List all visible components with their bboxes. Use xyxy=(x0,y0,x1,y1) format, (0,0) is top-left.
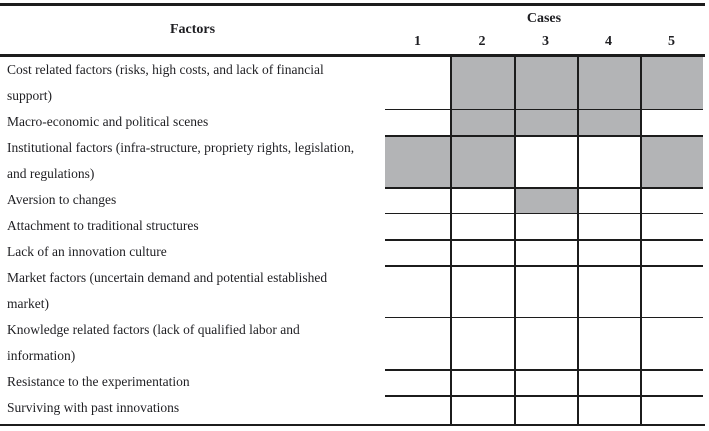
table-row: Knowledge related factors (lack of quali… xyxy=(0,317,705,369)
shaded-cell xyxy=(450,109,514,135)
empty-cell xyxy=(385,369,450,395)
shaded-cell xyxy=(514,187,577,213)
empty-cell xyxy=(514,265,577,317)
empty-cell xyxy=(640,317,703,369)
factor-label: Lack of an innovation culture xyxy=(7,244,167,259)
case-numbers-row: 1 2 3 4 5 xyxy=(385,30,703,54)
empty-cell xyxy=(385,57,450,109)
empty-cell xyxy=(385,265,450,317)
factor-label: Macro-economic and political scenes xyxy=(7,114,209,129)
case-number: 4 xyxy=(605,34,612,49)
factor-label: Aversion to changes xyxy=(7,192,117,207)
factor-label: Knowledge related factors (lack of quali… xyxy=(7,322,300,363)
empty-cell xyxy=(514,369,577,395)
empty-cell xyxy=(577,239,640,265)
case-number: 2 xyxy=(478,34,486,49)
empty-cell xyxy=(385,239,450,265)
shaded-cell xyxy=(514,57,577,109)
empty-cell xyxy=(640,369,703,395)
empty-cell xyxy=(577,395,640,424)
table-row: Attachment to traditional structures xyxy=(0,213,705,239)
shaded-cell xyxy=(577,57,640,109)
factor-label: Surviving with past innovations xyxy=(7,400,180,415)
empty-cell xyxy=(450,317,514,369)
empty-cell xyxy=(514,135,577,187)
table-row: Institutional factors (infra-structure, … xyxy=(0,135,705,187)
empty-cell xyxy=(577,135,640,187)
empty-cell xyxy=(514,239,577,265)
empty-cell xyxy=(450,395,514,424)
empty-cell xyxy=(640,109,703,135)
factor-label: Resistance to the experimentation xyxy=(7,374,190,389)
shaded-cell xyxy=(640,57,703,109)
shaded-cell xyxy=(450,135,514,187)
cases-header-block: Cases 1 2 3 4 5 xyxy=(385,6,703,54)
empty-cell xyxy=(450,265,514,317)
case-number: 5 xyxy=(668,34,675,49)
empty-cell xyxy=(514,395,577,424)
empty-cell xyxy=(514,213,577,239)
empty-cell xyxy=(577,213,640,239)
empty-cell xyxy=(640,213,703,239)
shaded-cell xyxy=(385,135,450,187)
table-row: Lack of an innovation culture xyxy=(0,239,705,265)
empty-cell xyxy=(577,187,640,213)
empty-cell xyxy=(450,187,514,213)
empty-cell xyxy=(640,187,703,213)
empty-cell xyxy=(385,109,450,135)
empty-cell xyxy=(640,395,703,424)
factor-label: Attachment to traditional structures xyxy=(7,218,199,233)
empty-cell xyxy=(514,317,577,369)
factor-label: Institutional factors (infra-structure, … xyxy=(7,140,355,181)
table-row: Market factors (uncertain demand and pot… xyxy=(0,265,705,317)
empty-cell xyxy=(385,213,450,239)
empty-cell xyxy=(450,239,514,265)
table-row: Macro-economic and political scenes xyxy=(0,109,705,135)
case-number: 1 xyxy=(414,34,421,49)
factor-label: Market factors (uncertain demand and pot… xyxy=(7,270,328,311)
barriers-cases-table: Factors Cases 1 2 3 4 5 Cost related factors… xyxy=(0,3,705,426)
table-header: Factors Cases 1 2 3 4 5 xyxy=(0,6,705,57)
empty-cell xyxy=(640,239,703,265)
table-body: Cost related factors (risks, high costs,… xyxy=(0,57,705,424)
empty-cell xyxy=(385,395,450,424)
factors-column-header: Factors xyxy=(169,22,216,37)
table-row: Surviving with past innovations xyxy=(0,395,705,424)
case-number: 3 xyxy=(542,34,549,49)
cases-column-header: Cases xyxy=(526,11,562,26)
shaded-cell xyxy=(577,109,640,135)
empty-cell xyxy=(640,265,703,317)
empty-cell xyxy=(450,369,514,395)
empty-cell xyxy=(577,265,640,317)
empty-cell xyxy=(450,213,514,239)
empty-cell xyxy=(385,317,450,369)
shaded-cell xyxy=(450,57,514,109)
shaded-cell xyxy=(514,109,577,135)
table-row: Cost related factors (risks, high costs,… xyxy=(0,57,705,109)
shaded-cell xyxy=(640,135,703,187)
factor-label: Cost related factors (risks, high costs,… xyxy=(7,62,324,103)
table-row: Resistance to the experimentation xyxy=(0,369,705,395)
empty-cell xyxy=(577,317,640,369)
empty-cell xyxy=(385,187,450,213)
table-row: Aversion to changes xyxy=(0,187,705,213)
empty-cell xyxy=(577,369,640,395)
